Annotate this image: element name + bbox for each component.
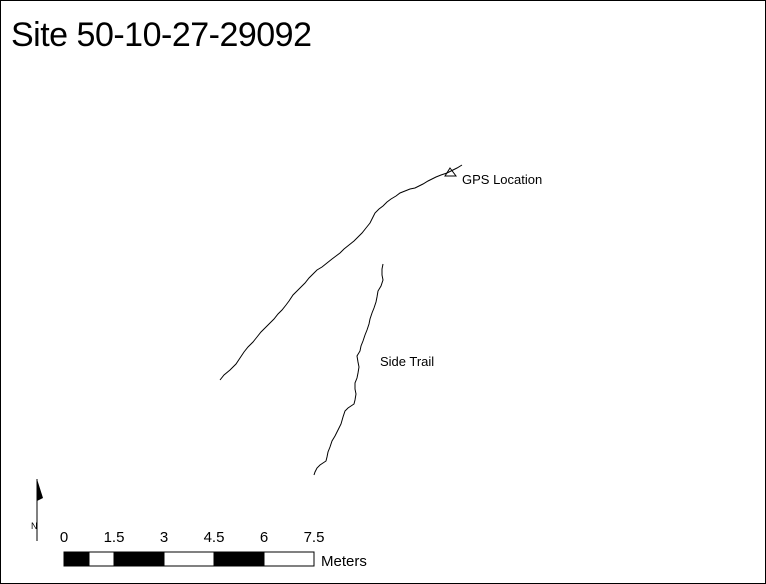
side-trail-label: Side Trail <box>380 354 435 369</box>
scale-unit-label: Meters <box>321 553 367 570</box>
scale-tick-label: 6 <box>259 529 269 546</box>
map-title: Site 50-10-27-29092 <box>11 16 312 54</box>
scale-bar <box>63 551 315 567</box>
scale-tick-label: 0 <box>59 529 69 546</box>
gps-location-label: GPS Location <box>462 172 543 187</box>
scale-tick-label: 7.5 <box>303 529 325 546</box>
north-arrow-icon <box>36 479 43 541</box>
scale-tick-label: 3 <box>159 529 169 546</box>
side-trail-line <box>313 263 384 476</box>
north-label: N <box>31 521 38 531</box>
scale-tick-label: 1.5 <box>103 529 125 546</box>
gps-marker-icon <box>444 167 457 177</box>
main-trail-line <box>219 164 463 381</box>
scale-tick-label: 4.5 <box>203 529 225 546</box>
